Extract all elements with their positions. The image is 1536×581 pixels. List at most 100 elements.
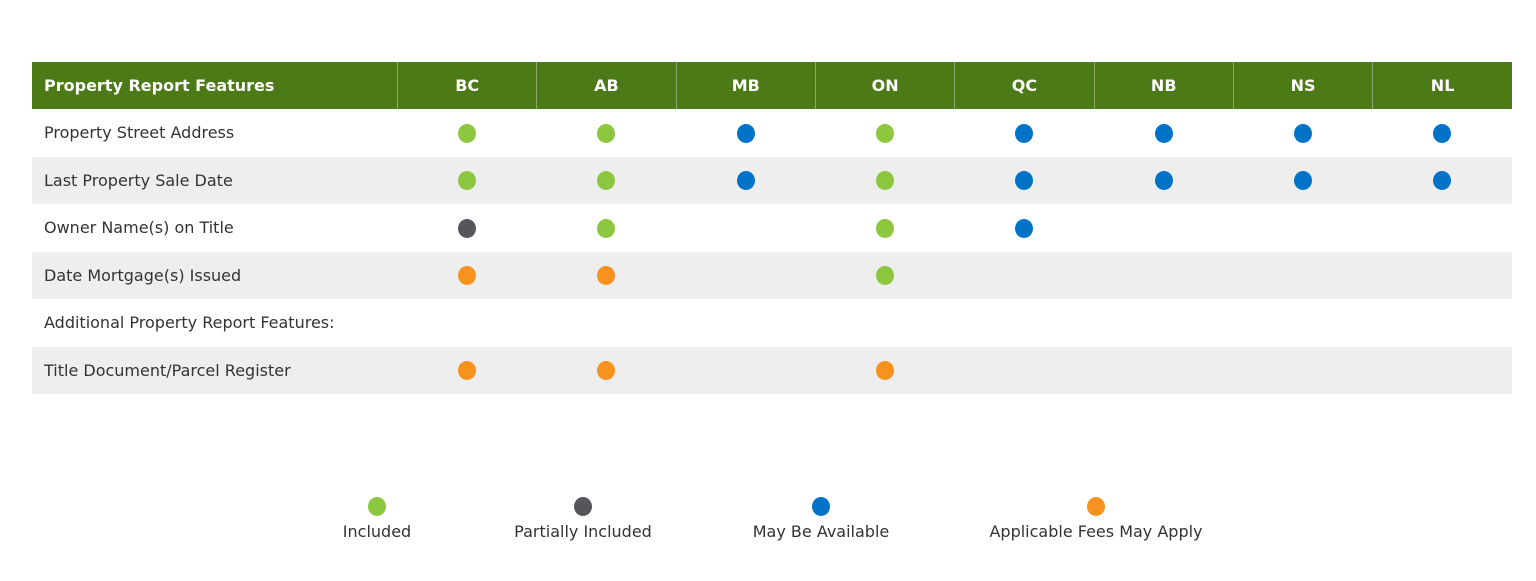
status-cell (954, 251, 1095, 299)
header-nl: NL (1372, 62, 1512, 109)
status-cell (815, 346, 955, 394)
fees-dot-icon (876, 361, 895, 381)
status-cell (397, 251, 537, 299)
status-cell (398, 299, 537, 347)
fees-dot-icon (458, 266, 477, 286)
may-dot-icon (736, 171, 755, 191)
status-cell (1233, 156, 1373, 204)
status-cell (1372, 346, 1512, 394)
status-cell (537, 204, 676, 252)
table-row: Last Property Sale Date (32, 156, 1512, 204)
status-cell (536, 156, 677, 204)
fees-dot-icon (597, 266, 616, 286)
status-cell (1094, 346, 1234, 394)
table-row: Property Street Address (32, 109, 1512, 157)
included-dot-icon (458, 123, 477, 143)
may-dot-icon (1015, 171, 1034, 191)
included-dot-icon (597, 123, 616, 143)
may-dot-icon (1154, 123, 1173, 143)
feature-label: Owner Name(s) on Title (44, 218, 234, 238)
status-cell (815, 156, 955, 204)
may-dot-icon (1294, 123, 1313, 143)
feature-label: Property Street Address (44, 123, 235, 143)
included-dot-icon (876, 218, 895, 238)
included-dot-icon (876, 123, 895, 143)
status-cell (955, 299, 1094, 347)
table-row: Title Document/Parcel Register (32, 346, 1512, 394)
status-cell (1094, 299, 1233, 347)
fees-dot-icon (597, 361, 616, 381)
feature-label: Date Mortgage(s) Issued (32, 251, 398, 299)
table-row: Date Mortgage(s) Issued (32, 251, 1512, 299)
fees-dot-icon (458, 361, 477, 381)
header-ab: AB (536, 62, 677, 109)
status-cell (1094, 109, 1233, 157)
status-cell (676, 346, 816, 394)
legend-label: May Be Available (752, 522, 890, 541)
status-cell (1233, 251, 1373, 299)
status-cell (676, 299, 815, 347)
status-cell (1233, 204, 1372, 252)
status-cell (537, 299, 676, 347)
status-cell (1094, 156, 1234, 204)
legend-label: Included (342, 522, 412, 541)
status-cell (1372, 251, 1512, 299)
fees-dot-icon (1087, 497, 1105, 516)
status-cell (815, 109, 954, 157)
status-cell (1373, 109, 1512, 157)
status-cell (398, 109, 537, 157)
status-cell (397, 346, 537, 394)
may-dot-icon (812, 497, 830, 516)
header-ns: NS (1232, 62, 1373, 109)
status-cell (1094, 251, 1234, 299)
status-cell (676, 156, 816, 204)
header-mb: MB (675, 62, 816, 109)
table-header: Property Report Features BC AB MB ON QC NB NS NL (32, 62, 1512, 109)
status-cell (1094, 204, 1233, 252)
legend-item-may: May Be Available (671, 497, 971, 541)
status-cell (955, 109, 1094, 157)
feature-label: Title Document/Parcel Register (32, 346, 398, 394)
partial-dot-icon (458, 218, 477, 238)
header-features: Property Report Features (32, 62, 398, 109)
included-dot-icon (368, 497, 386, 516)
status-cell (397, 156, 537, 204)
may-dot-icon (736, 123, 755, 143)
header-qc: QC (954, 62, 1095, 109)
status-cell (1233, 346, 1373, 394)
legend-item-included: Included (227, 497, 527, 541)
may-dot-icon (1015, 218, 1034, 238)
property-features-table: Property Report Features BC AB MB ON QC NB NS NL… (32, 62, 1512, 394)
status-cell (676, 204, 815, 252)
status-cell (536, 346, 677, 394)
status-cell (955, 204, 1094, 252)
status-cell (1373, 299, 1512, 347)
legend-label: Partially Included (514, 522, 652, 541)
status-cell (1373, 204, 1512, 252)
may-dot-icon (1433, 123, 1452, 143)
may-dot-icon (1294, 171, 1313, 191)
included-dot-icon (597, 171, 616, 191)
status-cell (676, 251, 816, 299)
may-dot-icon (1154, 171, 1173, 191)
status-cell (536, 251, 677, 299)
status-cell (1233, 299, 1372, 347)
status-cell (676, 109, 815, 157)
status-cell (1233, 109, 1372, 157)
table-row: Owner Name(s) on Title (32, 204, 1512, 252)
status-cell (815, 204, 954, 252)
legend-item-fees: Applicable Fees May Apply (946, 497, 1246, 541)
status-cell (537, 109, 676, 157)
legend-item-partial: Partially Included (433, 497, 733, 541)
header-on: ON (814, 62, 955, 109)
included-dot-icon (458, 171, 477, 191)
legend-label: Applicable Fees May Apply (989, 522, 1203, 541)
feature-label: Additional Property Report Features: (44, 313, 335, 333)
may-dot-icon (1433, 171, 1452, 191)
status-cell (1372, 156, 1512, 204)
status-cell (398, 204, 537, 252)
feature-label: Last Property Sale Date (32, 156, 398, 204)
header-nb: NB (1093, 62, 1234, 109)
status-cell (815, 299, 954, 347)
included-dot-icon (876, 266, 895, 286)
